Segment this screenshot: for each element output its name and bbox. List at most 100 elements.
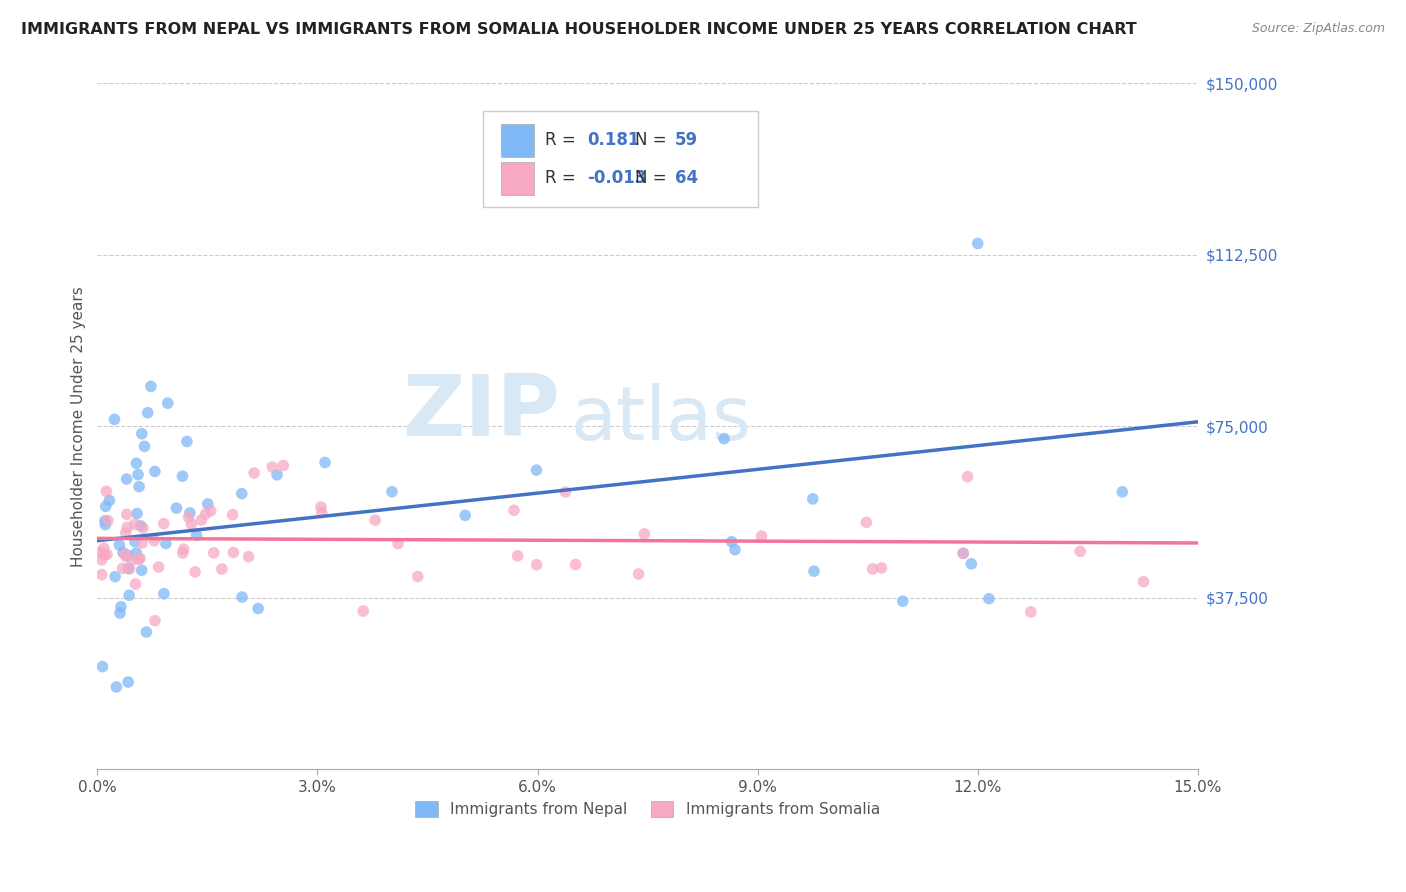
Point bbox=[90, 553, 112, 567]
Point bbox=[862, 562, 884, 576]
Point bbox=[121, 553, 143, 567]
Point bbox=[143, 465, 166, 479]
Point bbox=[125, 456, 148, 470]
Text: atlas: atlas bbox=[571, 383, 752, 456]
Point bbox=[406, 569, 429, 583]
Point bbox=[96, 548, 118, 562]
Legend: Immigrants from Nepal, Immigrants from Somalia: Immigrants from Nepal, Immigrants from S… bbox=[409, 795, 886, 823]
Point bbox=[211, 562, 233, 576]
Text: 0.181: 0.181 bbox=[588, 131, 640, 149]
Point bbox=[131, 563, 153, 577]
Point bbox=[124, 577, 146, 591]
Point bbox=[172, 546, 194, 560]
Point bbox=[103, 412, 125, 426]
Point bbox=[314, 455, 336, 469]
Point bbox=[364, 513, 387, 527]
Point bbox=[127, 467, 149, 482]
Text: N =: N = bbox=[636, 169, 672, 187]
Point bbox=[1111, 484, 1133, 499]
Text: ZIP: ZIP bbox=[402, 371, 560, 454]
Point bbox=[200, 504, 222, 518]
Point bbox=[713, 432, 735, 446]
Point bbox=[97, 514, 120, 528]
Point bbox=[129, 519, 152, 533]
Point bbox=[114, 547, 136, 561]
Point bbox=[506, 549, 529, 563]
FancyBboxPatch shape bbox=[501, 161, 534, 194]
Point bbox=[134, 439, 156, 453]
Point bbox=[155, 536, 177, 550]
Point bbox=[1132, 574, 1154, 589]
Point bbox=[111, 561, 134, 575]
Point bbox=[166, 501, 188, 516]
Point bbox=[125, 546, 148, 560]
Point bbox=[127, 507, 149, 521]
Point bbox=[110, 599, 132, 614]
Point bbox=[104, 570, 127, 584]
Point bbox=[751, 529, 773, 543]
Point bbox=[117, 561, 139, 575]
Point bbox=[960, 557, 983, 571]
Point bbox=[186, 528, 208, 542]
Point bbox=[152, 516, 174, 531]
Point bbox=[177, 510, 200, 524]
Point bbox=[173, 542, 195, 557]
Point bbox=[633, 527, 655, 541]
Point bbox=[554, 485, 576, 500]
Point bbox=[184, 565, 207, 579]
Point bbox=[94, 514, 117, 528]
Point bbox=[179, 506, 201, 520]
Point bbox=[952, 546, 974, 560]
Point bbox=[115, 520, 138, 534]
Point bbox=[108, 538, 131, 552]
Point bbox=[128, 552, 150, 566]
Point bbox=[132, 521, 155, 535]
Point bbox=[352, 604, 374, 618]
Text: 64: 64 bbox=[675, 169, 699, 187]
Point bbox=[131, 426, 153, 441]
Point bbox=[91, 659, 114, 673]
Point bbox=[262, 460, 284, 475]
Point bbox=[93, 548, 115, 562]
Point bbox=[136, 406, 159, 420]
Text: 59: 59 bbox=[675, 131, 699, 149]
Point bbox=[117, 675, 139, 690]
Point bbox=[526, 463, 548, 477]
Point bbox=[112, 546, 135, 560]
Point bbox=[190, 513, 212, 527]
Point bbox=[526, 558, 548, 572]
Point bbox=[180, 517, 202, 532]
Point bbox=[1069, 544, 1091, 558]
Point bbox=[143, 614, 166, 628]
Point bbox=[172, 469, 194, 483]
Point bbox=[454, 508, 477, 523]
Point bbox=[108, 606, 131, 620]
Point bbox=[115, 508, 138, 522]
Point bbox=[143, 533, 166, 548]
Point bbox=[311, 506, 333, 520]
Point bbox=[564, 558, 586, 572]
Point bbox=[153, 587, 176, 601]
Point bbox=[194, 507, 217, 521]
Text: Source: ZipAtlas.com: Source: ZipAtlas.com bbox=[1251, 22, 1385, 36]
Point bbox=[124, 517, 146, 532]
Text: R =: R = bbox=[546, 131, 581, 149]
Y-axis label: Householder Income Under 25 years: Householder Income Under 25 years bbox=[72, 286, 86, 566]
Point bbox=[148, 560, 170, 574]
Point bbox=[94, 517, 117, 532]
Point bbox=[118, 562, 141, 576]
Point bbox=[387, 536, 409, 550]
Point bbox=[891, 594, 914, 608]
Point bbox=[124, 534, 146, 549]
FancyBboxPatch shape bbox=[501, 124, 534, 157]
Point bbox=[309, 500, 332, 514]
Point bbox=[90, 567, 112, 582]
Point bbox=[271, 458, 294, 473]
Point bbox=[221, 508, 243, 522]
Point bbox=[724, 542, 747, 557]
Text: N =: N = bbox=[636, 131, 672, 149]
Point bbox=[266, 467, 288, 482]
FancyBboxPatch shape bbox=[482, 111, 758, 207]
Point bbox=[131, 536, 153, 550]
Point bbox=[93, 541, 115, 556]
